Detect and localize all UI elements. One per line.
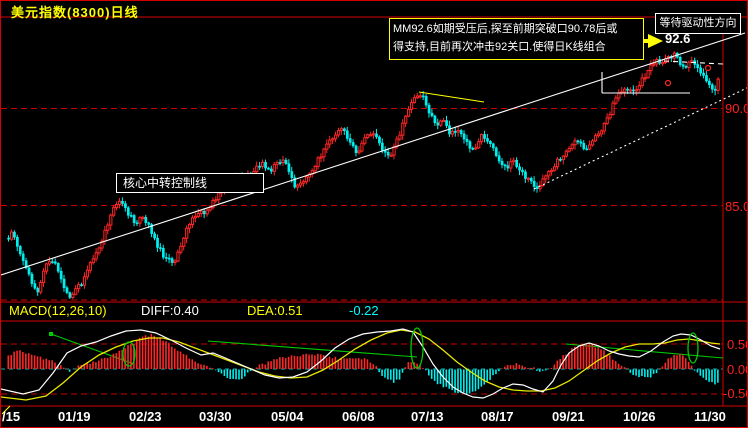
time-axis-label: 06/08 xyxy=(342,409,375,424)
candlestick-series xyxy=(7,51,720,299)
macd-params-label[interactable]: MACD(12,26,10) xyxy=(9,303,107,318)
last-histogram-value-label: -0.22 xyxy=(349,303,379,318)
price-axis-label: 90.00 xyxy=(725,101,747,116)
top-dashed-segment[interactable] xyxy=(663,60,724,65)
window-title: 美元指数(8300)日线 xyxy=(11,5,139,20)
macd-trendline-1[interactable] xyxy=(50,333,135,365)
time-axis-label: 11/30 xyxy=(694,409,726,424)
macd-trendline-anchor xyxy=(49,332,53,336)
time-axis-label: 07/13 xyxy=(411,409,444,424)
price-callout-label: 92.6 xyxy=(665,31,691,46)
time-axis-label: 01/19 xyxy=(58,409,91,424)
analysis-note-line1: MM92.6如期受压后,探至前期突破口90.78后或 xyxy=(393,23,618,35)
macd-trendline-2[interactable] xyxy=(207,340,418,358)
candle-signal-marker xyxy=(664,79,672,87)
core-control-trendline[interactable] xyxy=(1,32,746,276)
macd-axis-label: 0.50 xyxy=(727,337,747,352)
time-axis-label: 05/04 xyxy=(271,409,304,424)
diff-value-label: DIFF:0.40 xyxy=(141,303,199,318)
time-axis-label: 08/17 xyxy=(481,409,514,424)
candle-signal-marker xyxy=(704,64,712,72)
analysis-note-line2: 得支持,目前再次冲击92关口.使得日K线组合 xyxy=(393,41,606,53)
macd-axis-label: 0.00 xyxy=(727,362,747,377)
lower-channel-dotted-line[interactable] xyxy=(533,87,748,190)
signal-markers xyxy=(664,64,712,87)
time-axis-label: /15 xyxy=(2,409,21,424)
time-axis-label: 09/21 xyxy=(552,409,585,424)
macd-ellipse-annotation[interactable] xyxy=(122,341,136,367)
dea-value-label: DEA:0.51 xyxy=(247,303,303,318)
macd-axis-label: -0.50 xyxy=(723,386,747,401)
direction-label-box[interactable]: 等待驱动性方向 xyxy=(655,13,741,34)
time-axis-label: 03/30 xyxy=(199,409,232,424)
analysis-note-box[interactable]: MM92.6如期受压后,探至前期突破口90.78后或 得支持,目前再次冲击92关… xyxy=(389,18,644,60)
peak-pressure-line[interactable] xyxy=(418,91,485,103)
price-axis-label: 85.00 xyxy=(725,199,747,214)
macd-panel xyxy=(1,328,721,401)
control-line-label-box[interactable]: 核心中转控制线 xyxy=(116,173,264,193)
macd-ellipse-annotation[interactable] xyxy=(687,332,699,364)
macd-ellipse-annotation[interactable] xyxy=(410,327,424,369)
time-axis-label: 10/26 xyxy=(623,409,656,424)
time-axis-label: 02/23 xyxy=(129,409,162,424)
macd-green-annotations[interactable] xyxy=(49,327,699,369)
corner-tick[interactable] xyxy=(1,405,11,415)
